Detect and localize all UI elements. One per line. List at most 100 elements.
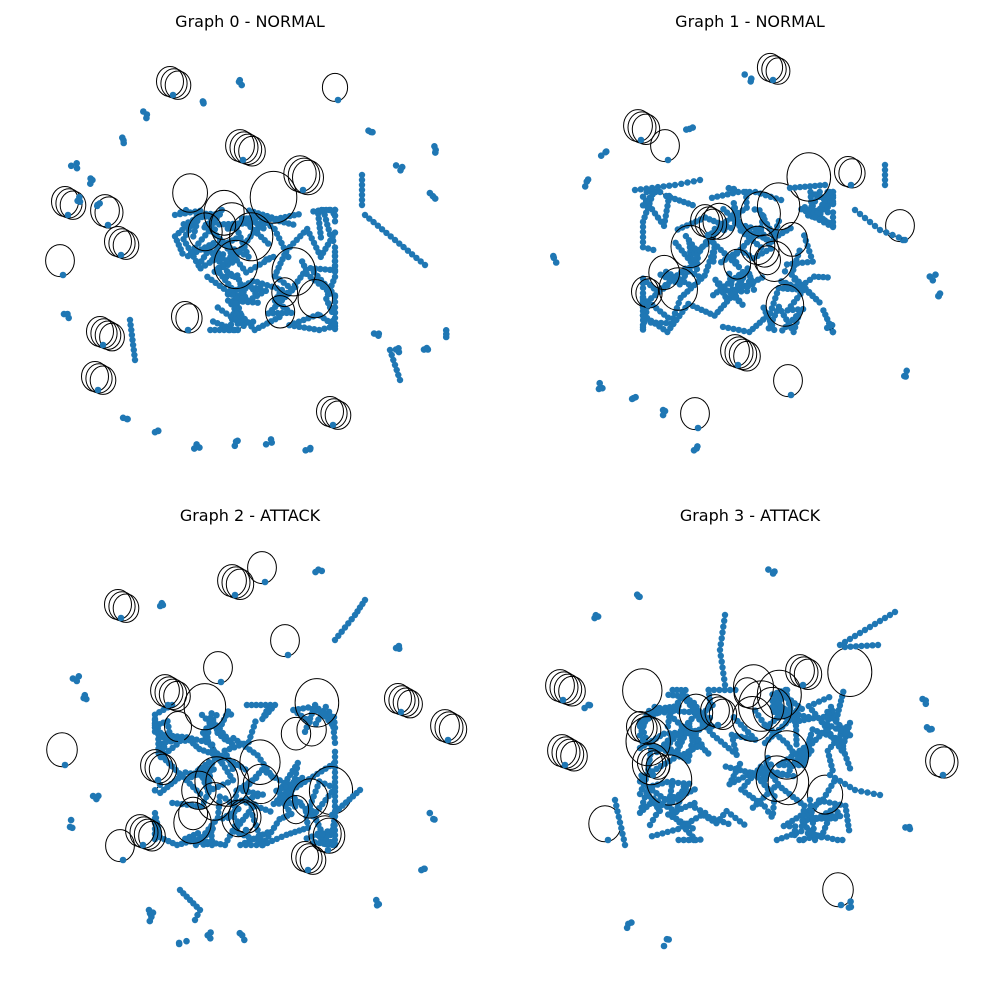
graph-node [664,156,672,164]
graph-node [373,902,381,909]
graph-node [208,241,216,248]
graph-node [331,229,339,236]
graph-node [836,812,844,820]
graph-node [366,215,373,222]
graph-node [802,279,809,287]
graph-node [213,712,220,719]
graph-node [151,716,159,724]
graph-node [232,300,239,307]
graph-node [749,804,757,811]
graph-node [793,736,800,743]
self-loop [94,320,122,350]
graph-node [228,740,236,748]
self-loop [708,698,738,731]
graph-node [191,445,198,452]
graph-node [730,325,737,333]
graph-node [584,176,592,183]
graph-node [128,326,135,334]
graph-node [417,258,424,265]
graph-node [659,406,667,414]
graph-node [903,367,910,375]
graph-node [310,793,317,800]
graph-node [259,791,266,798]
graph-node [851,206,859,214]
graph-node [745,278,753,285]
graph-node [722,763,729,770]
graph-node [639,285,647,292]
graph-node [841,643,849,651]
graph-node [124,415,131,423]
self-loop [321,72,349,102]
graph-node [816,182,824,189]
graph-node [796,247,803,254]
graph-node [73,160,80,167]
graph-node [404,247,412,254]
graph-node [552,259,560,266]
graph-node [801,232,808,239]
graph-node [796,183,804,191]
graph-node [293,765,301,772]
graph-node [206,719,214,727]
graph-node [743,194,750,201]
graph-node [810,700,818,708]
graph-node [770,804,777,811]
graph-node [324,221,331,228]
graph-node [649,771,657,779]
graph-node [151,428,159,436]
graph-node [826,694,833,701]
graph-node [321,211,328,219]
self-loop [765,284,805,327]
self-loop [247,551,277,585]
graph-node [815,698,823,705]
graph-node [705,686,712,694]
graph-node [317,265,324,273]
graph-node [273,835,281,843]
graph-node [708,194,716,201]
graph-node [730,200,737,207]
self-loop [238,135,266,167]
graph-node [684,179,691,186]
graph-node [358,191,366,199]
graph-node [864,789,871,796]
graph-node [720,623,727,630]
graph-node [131,356,139,364]
graph-node [806,248,813,255]
graph-node [245,738,252,746]
graph-node [73,677,81,685]
graph-node [388,351,395,359]
graph-node [829,835,836,843]
graph-node [331,822,338,829]
graph-node [233,305,240,312]
graph-node [889,231,896,239]
graph-node [221,747,228,754]
graph-node [641,794,648,801]
graph-node [758,716,765,724]
self-loop [558,675,586,707]
graph-node [262,701,269,709]
graph-node [932,271,939,279]
graph-node [721,676,728,683]
graph-node [686,836,693,843]
graph-node [783,261,791,268]
graph-node [318,206,325,214]
graph-node [807,802,814,809]
graph-node [663,207,670,215]
graph-node [732,765,739,773]
graph-node [659,830,666,837]
graph-node [760,212,767,220]
graph-node [658,801,666,809]
graph-node [130,346,137,354]
graph-node [760,770,768,777]
graph-node [312,788,319,795]
graph-node [846,783,854,791]
graph-node [250,835,257,843]
graph-node [296,323,303,330]
graph-node [250,723,257,730]
graph-node [881,161,889,169]
graph-node [769,810,777,817]
graph-node [886,611,894,619]
graph-node [722,293,729,300]
graph-node [719,323,727,331]
graph-node [778,835,785,842]
graph-title-1: Graph 1 - NORMAL [675,12,825,31]
